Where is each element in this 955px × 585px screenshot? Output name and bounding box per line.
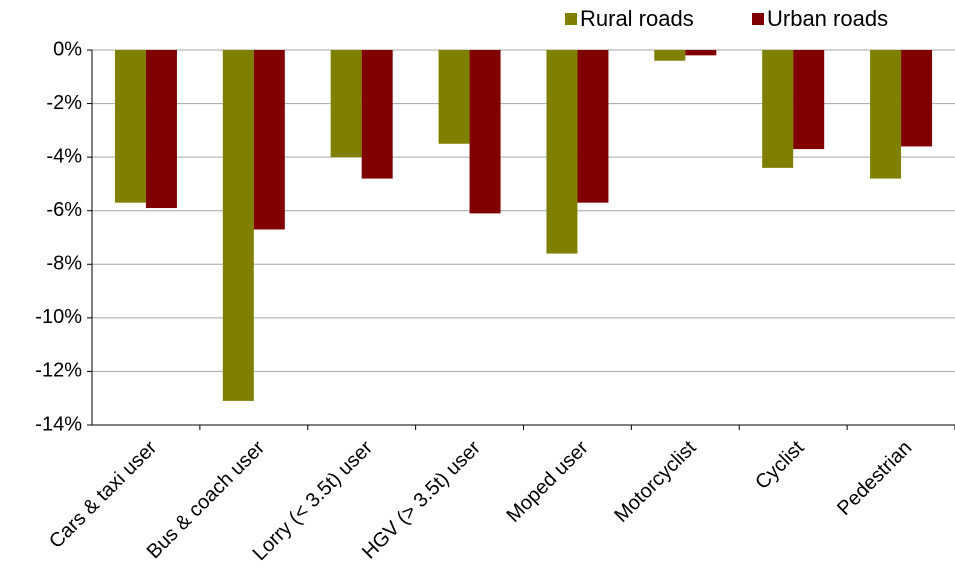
- bar: [114, 50, 146, 203]
- bar: [762, 50, 794, 168]
- bar: [222, 50, 254, 401]
- y-tick-label: -8%: [46, 253, 82, 275]
- x-tick-label: HGV (> 3.5t) user: [358, 436, 485, 563]
- bar: [330, 50, 362, 158]
- x-tick-label: Cars & taxi user: [45, 436, 161, 552]
- x-tick-label: Pedestrian: [833, 437, 916, 520]
- legend-swatch: [752, 13, 764, 25]
- x-tick-label: Motorcyclist: [610, 436, 701, 527]
- x-tick-label: Cyclist: [751, 436, 809, 494]
- y-tick-label: -12%: [35, 360, 82, 382]
- y-tick-label: -2%: [46, 92, 82, 114]
- bar: [654, 50, 686, 61]
- bar: [361, 50, 393, 179]
- legend-swatch: [565, 13, 577, 25]
- y-tick-label: -14%: [35, 413, 82, 435]
- y-tick-label: -10%: [35, 306, 82, 328]
- x-tick-label: Moped user: [502, 436, 592, 526]
- bar: [870, 50, 902, 179]
- legend-label: Rural roads: [580, 6, 694, 31]
- y-tick-label: -6%: [46, 199, 82, 221]
- bar: [685, 50, 717, 56]
- bar: [469, 50, 501, 214]
- y-tick-label: 0%: [53, 38, 82, 60]
- bar: [145, 50, 177, 209]
- bar: [253, 50, 285, 230]
- legend-label: Urban roads: [767, 6, 888, 31]
- bar: [438, 50, 470, 144]
- x-tick-label: Lorry (< 3.5t) user: [249, 436, 378, 565]
- y-tick-label: -4%: [46, 145, 82, 167]
- bar: [793, 50, 825, 150]
- x-tick-label: Bus & coach user: [143, 436, 270, 563]
- bar: [901, 50, 933, 147]
- bar: [546, 50, 578, 254]
- bar: [577, 50, 609, 203]
